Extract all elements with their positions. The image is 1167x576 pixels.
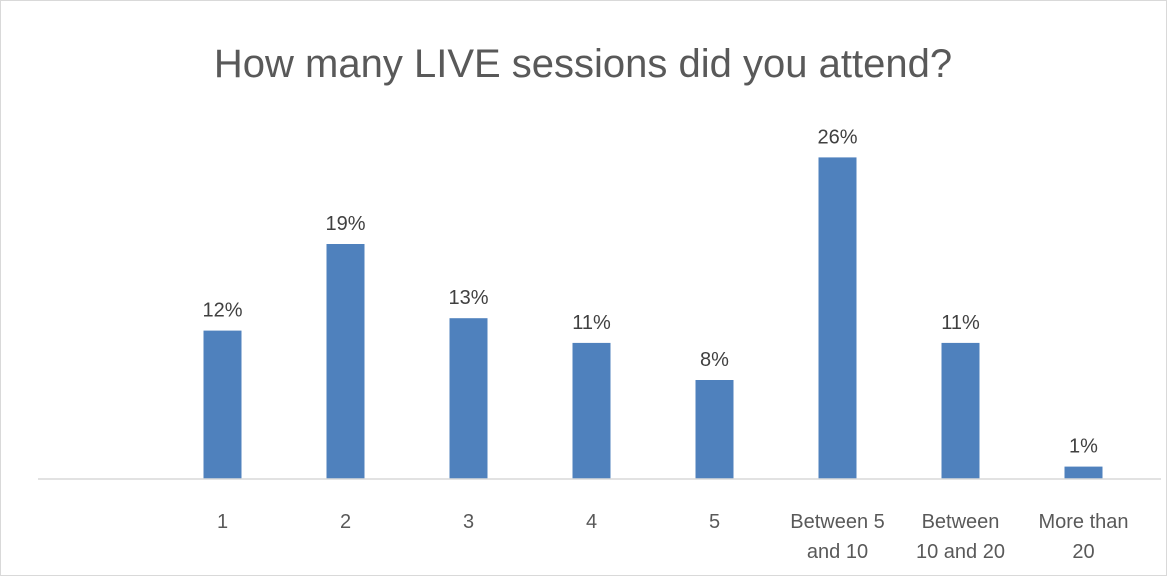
bar-7 xyxy=(941,342,980,479)
data-label-2: 19% xyxy=(325,213,365,235)
x-tick-label-5: 5 xyxy=(709,511,720,533)
x-tick-label-line: 2 xyxy=(340,511,351,533)
data-labels-layer: 12% 19% 13% 11% 8% 26% 11% 1% xyxy=(202,126,1098,457)
bar-5 xyxy=(695,380,734,479)
chart-title: How many LIVE sessions did you attend? xyxy=(214,42,952,86)
bar-6 xyxy=(818,157,857,479)
data-label-8: 1% xyxy=(1069,436,1098,458)
x-tick-label-6: Between 5 and 10 xyxy=(790,511,885,563)
bar-2 xyxy=(326,244,365,479)
x-tick-label-7: Between 10 and 20 xyxy=(916,511,1005,563)
data-label-5: 8% xyxy=(700,349,729,371)
x-tick-labels-layer: 1 2 3 4 5 Between 5 and 10 Between 10 and 20 More… xyxy=(217,511,1129,563)
x-tick-label-line: 4 xyxy=(586,511,597,533)
x-tick-label-2: 2 xyxy=(340,511,351,533)
x-tick-label-line: and 10 xyxy=(807,541,868,563)
data-label-7: 11% xyxy=(941,312,980,334)
bar-8 xyxy=(1064,466,1103,479)
bars-layer xyxy=(203,157,1103,479)
bar-3 xyxy=(449,318,488,479)
x-tick-label-line: 5 xyxy=(709,511,720,533)
x-tick-label-8: More than 20 xyxy=(1038,511,1128,563)
data-label-1: 12% xyxy=(202,300,242,322)
x-tick-label-line: 20 xyxy=(1072,541,1094,563)
x-tick-label-line: Between 5 xyxy=(790,511,885,533)
x-tick-label-3: 3 xyxy=(463,511,474,533)
x-tick-label-line: More than xyxy=(1038,511,1128,533)
x-tick-label-line: 10 and 20 xyxy=(916,541,1005,563)
x-tick-label-4: 4 xyxy=(586,511,597,533)
x-tick-label-line: 3 xyxy=(463,511,474,533)
data-label-6: 26% xyxy=(817,126,857,148)
x-tick-label-1: 1 xyxy=(217,511,228,533)
x-tick-label-line: Between xyxy=(922,511,1000,533)
bar-4 xyxy=(572,342,611,479)
data-label-4: 11% xyxy=(572,312,611,334)
data-label-3: 13% xyxy=(448,287,488,309)
bar-1 xyxy=(203,330,242,479)
x-tick-label-line: 1 xyxy=(217,511,228,533)
